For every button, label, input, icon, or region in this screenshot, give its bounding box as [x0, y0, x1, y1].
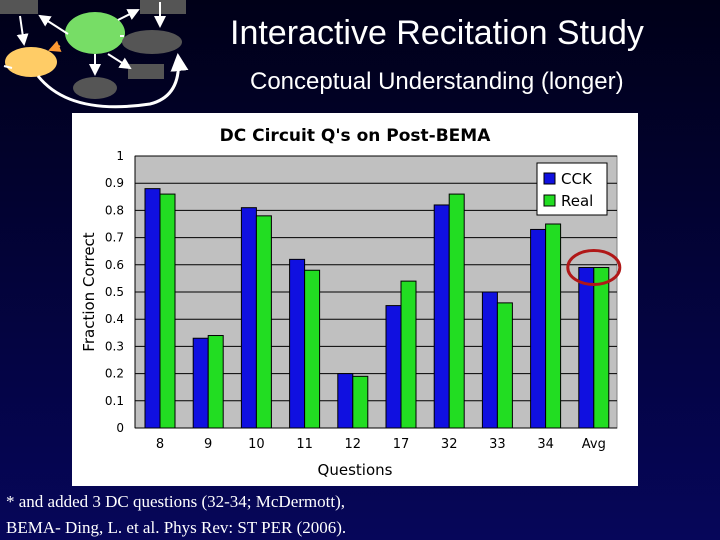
- chart-title: DC Circuit Q's on Post-BEMA: [220, 126, 492, 146]
- bar-chart: 0 0.1 0.2 0.3 0.4 0.5 0.6 0.7 0.8 0.9 1 8 9 10 11 12 17 3…: [80, 126, 622, 479]
- y-tick-label: 0.2: [105, 367, 124, 381]
- bar-real-17: [400, 280, 417, 429]
- bar-real-34: [545, 223, 562, 429]
- bar-cck-33: [481, 291, 498, 429]
- y-tick-label: 0.9: [105, 176, 124, 190]
- bar-cck-12: [337, 373, 354, 429]
- y-tick-label: 0.3: [105, 339, 124, 353]
- bar-real-12: [352, 375, 369, 429]
- logo-grey-node-bottom: [73, 77, 117, 99]
- x-tick-label: 34: [537, 437, 554, 452]
- y-tick-label: 1: [116, 149, 124, 163]
- y-tick-label: 0: [116, 421, 124, 435]
- y-tick-label: 0.6: [105, 258, 124, 272]
- y-tick-label: 0.5: [105, 285, 124, 299]
- bar-real-10: [255, 215, 272, 429]
- x-tick-label: 8: [156, 437, 164, 452]
- bar-cck-32: [433, 204, 450, 429]
- highlight-circle: [566, 249, 622, 287]
- footnote-line-1: * and added 3 DC questions (32-34; McDer…: [6, 492, 345, 511]
- logo-box-bottomright: [128, 64, 164, 79]
- logo-grey-node-right: [122, 30, 182, 54]
- bar-cck-10: [240, 207, 257, 429]
- logo-box-topright: [140, 0, 186, 14]
- x-tick-label: 17: [393, 437, 410, 452]
- slide-title: Interactive Recitation Study: [230, 14, 644, 52]
- x-tick-label: Avg: [582, 437, 606, 452]
- logo-green-node: [65, 12, 125, 54]
- y-axis-title: Fraction Correct: [80, 232, 98, 352]
- logo-box-topleft: [0, 0, 38, 14]
- x-tick-label: 32: [441, 437, 458, 452]
- bar-cck-avg: [578, 267, 595, 429]
- bar-cck-9: [192, 337, 209, 429]
- y-tick-label: 0.8: [105, 203, 124, 217]
- x-tick-label: 10: [248, 437, 265, 452]
- bar-real-avg: [593, 267, 610, 429]
- y-tick-label: 0.1: [105, 394, 124, 408]
- legend-label-real: Real: [561, 192, 593, 210]
- bar-real-9: [207, 335, 224, 429]
- legend-swatch-real: [543, 194, 556, 207]
- footnote-line-2: BEMA- Ding, L. et al. Phys Rev: ST PER (…: [6, 518, 347, 537]
- chart-panel: 0 0.1 0.2 0.3 0.4 0.5 0.6 0.7 0.8 0.9 1 8 9 10 11 12 17 3…: [72, 113, 638, 486]
- bar-cck-8: [144, 188, 161, 429]
- bar-real-33: [496, 302, 513, 429]
- y-tick-label: 0.7: [105, 231, 124, 245]
- y-tick-label: 0.4: [105, 312, 124, 326]
- bar-real-11: [304, 269, 321, 429]
- bar-real-32: [448, 193, 465, 429]
- bar-cck-34: [530, 228, 547, 429]
- x-tick-label: 33: [489, 437, 506, 452]
- legend-swatch-cck: [543, 172, 556, 185]
- x-tick-label: 9: [204, 437, 212, 452]
- x-tick-label: 11: [296, 437, 313, 452]
- bar-cck-17: [385, 305, 402, 429]
- bar-cck-11: [289, 258, 306, 429]
- x-tick-label: 12: [345, 437, 362, 452]
- bar-real-8: [159, 193, 176, 429]
- logo-orange-node: [5, 47, 57, 77]
- x-axis-title: Questions: [318, 461, 393, 479]
- slide-subtitle: Conceptual Understanding (longer): [250, 68, 624, 95]
- legend-label-cck: CCK: [561, 170, 593, 188]
- logo-diagram: [0, 0, 189, 109]
